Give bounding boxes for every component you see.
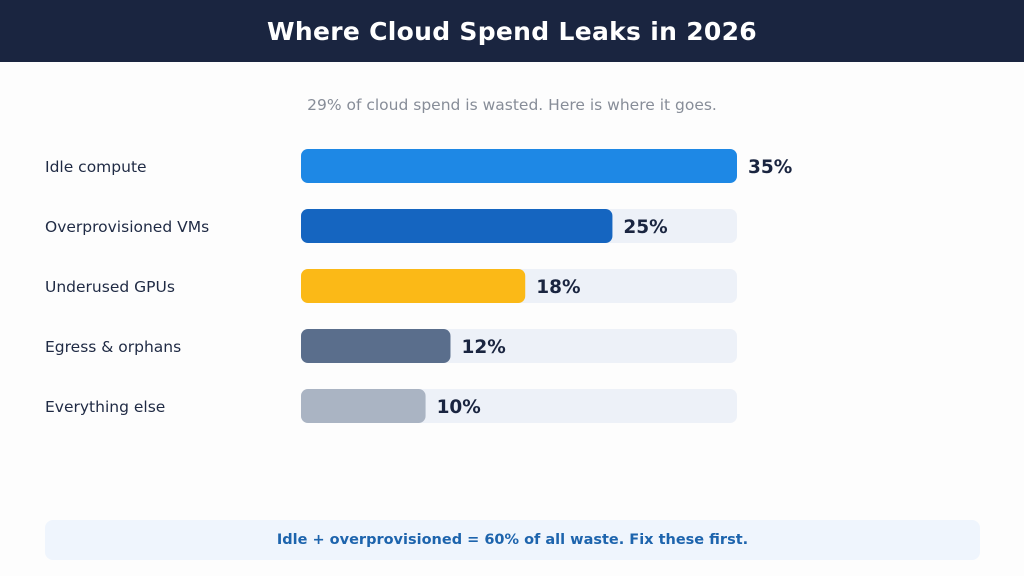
category-label: Everything else: [45, 398, 165, 416]
bar: [301, 329, 451, 363]
value-label: 25%: [623, 217, 667, 238]
category-label: Egress & orphans: [45, 338, 181, 356]
category-label: Overprovisioned VMs: [45, 218, 209, 236]
chart-subtitle: 29% of cloud spend is wasted. Here is wh…: [307, 96, 717, 114]
bar: [301, 209, 613, 243]
bar: [301, 389, 426, 423]
page-title: Where Cloud Spend Leaks in 2026: [267, 16, 757, 46]
value-label: 10%: [437, 397, 481, 418]
bar: [301, 269, 526, 303]
category-label: Idle compute: [45, 158, 147, 176]
value-label: 35%: [748, 157, 792, 178]
insight-callout: Idle + overprovisioned = 60% of all wast…: [45, 520, 980, 560]
value-label: 12%: [461, 337, 505, 358]
title-banner: Where Cloud Spend Leaks in 2026: [0, 0, 1024, 62]
value-label: 18%: [536, 277, 580, 298]
category-label: Underused GPUs: [45, 278, 175, 296]
bar: [301, 149, 737, 183]
